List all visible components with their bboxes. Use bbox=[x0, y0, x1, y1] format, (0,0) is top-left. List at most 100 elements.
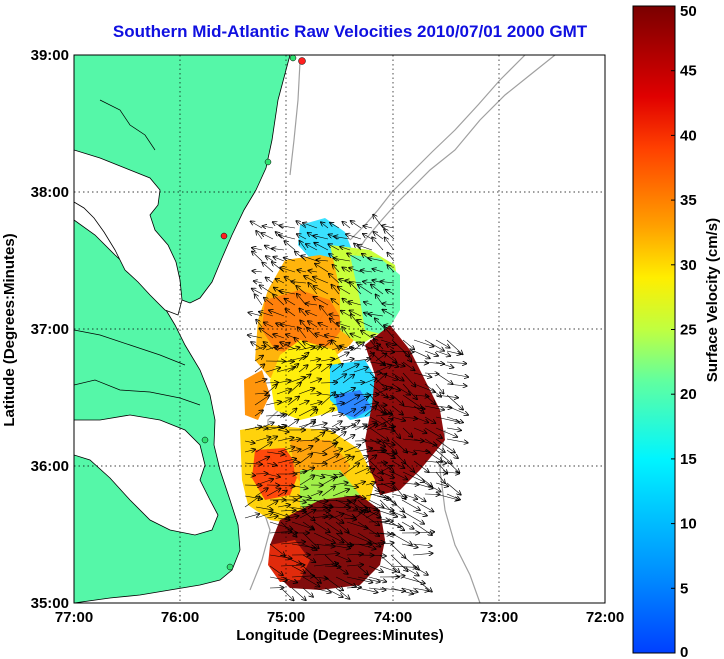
velocity-arrow bbox=[287, 364, 298, 373]
velocity-arrow bbox=[391, 351, 413, 352]
velocity-arrow bbox=[332, 455, 350, 464]
velocity-arrow bbox=[369, 362, 384, 364]
bathymetry-contour bbox=[289, 61, 301, 176]
velocity-arrow bbox=[412, 565, 428, 575]
velocity-arrow bbox=[368, 521, 393, 522]
velocity-arrow bbox=[379, 543, 394, 544]
velocity-arrow bbox=[288, 449, 301, 452]
velocity-arrow bbox=[413, 450, 429, 452]
velocity-arrow bbox=[413, 372, 431, 377]
velocity-arrow bbox=[369, 339, 378, 349]
velocity-arrow bbox=[368, 565, 383, 572]
velocity-arrow bbox=[385, 238, 395, 251]
velocity-arrow bbox=[391, 372, 404, 381]
velocity-arrow bbox=[380, 438, 397, 453]
velocity-arrow bbox=[299, 446, 312, 453]
velocity-arrow bbox=[269, 565, 283, 575]
velocity-arrow bbox=[255, 488, 268, 497]
velocity-arrow bbox=[266, 474, 280, 477]
velocity-arrow bbox=[266, 437, 277, 442]
velocity-arrow bbox=[264, 323, 274, 328]
velocity-arrow bbox=[291, 565, 305, 573]
map-grid bbox=[74, 55, 605, 603]
velocity-arrow bbox=[276, 380, 291, 383]
velocity-arrow bbox=[369, 405, 387, 414]
velocity-arrow bbox=[291, 282, 307, 283]
colorbar-tick-label: 50 bbox=[680, 3, 697, 20]
velocity-arrow bbox=[309, 347, 320, 350]
velocity-arrow bbox=[244, 514, 259, 519]
velocity-arrow bbox=[413, 362, 428, 363]
velocity-arrow bbox=[317, 260, 329, 261]
velocity-arrow bbox=[412, 553, 433, 555]
velocity-arrow bbox=[354, 482, 365, 485]
velocity-arrow bbox=[380, 383, 400, 391]
velocity-arrow bbox=[342, 327, 351, 339]
velocity-arrow bbox=[298, 353, 308, 362]
velocity-arrow bbox=[269, 521, 292, 529]
velocity-arrow bbox=[255, 479, 273, 486]
velocity-arrow bbox=[266, 501, 277, 508]
velocity-arrow bbox=[412, 544, 432, 546]
velocity-arrow bbox=[254, 281, 263, 283]
colorbar-tick-label: 45 bbox=[680, 63, 697, 80]
velocity-arrow bbox=[369, 383, 388, 398]
velocity-arrow bbox=[343, 457, 354, 464]
velocity-arrow bbox=[342, 388, 355, 395]
velocity-arrow bbox=[259, 312, 274, 317]
velocity-arrow bbox=[424, 472, 447, 473]
velocity-arrow bbox=[353, 407, 365, 417]
velocity-arrow bbox=[324, 532, 344, 543]
velocity-arrow bbox=[402, 372, 415, 387]
y-axis-title: Latitude (Degrees:Minutes) bbox=[1, 233, 18, 426]
velocity-arrow bbox=[357, 543, 376, 549]
velocity-arrow bbox=[369, 460, 383, 474]
velocity-arrow bbox=[320, 382, 337, 383]
radar-station-marker bbox=[264, 158, 272, 166]
velocity-arrow bbox=[346, 576, 372, 582]
velocity-arrow bbox=[288, 496, 301, 497]
velocity-arrow bbox=[313, 521, 330, 532]
velocity-arrow bbox=[280, 576, 297, 583]
velocity-arrow bbox=[280, 268, 296, 273]
velocity-arrow bbox=[424, 427, 442, 438]
velocity-arrow bbox=[365, 455, 376, 464]
velocity-arrow bbox=[255, 513, 273, 519]
velocity-arrow bbox=[402, 405, 425, 409]
velocity-arrow bbox=[435, 427, 457, 437]
velocity-arrow bbox=[321, 486, 335, 497]
velocity-arrow bbox=[402, 339, 414, 349]
velocity-arrow bbox=[401, 521, 414, 529]
velocity-arrow bbox=[244, 485, 261, 486]
velocity-arrow bbox=[402, 427, 412, 437]
velocity-arrow bbox=[277, 459, 296, 464]
velocity-arrow bbox=[331, 421, 342, 428]
velocity-arrow bbox=[315, 264, 329, 273]
velocity-arrow bbox=[363, 282, 373, 284]
velocity-arrow bbox=[335, 565, 348, 574]
velocity-arrow bbox=[368, 510, 381, 517]
velocity-arrow bbox=[265, 385, 277, 395]
velocity-arrow bbox=[391, 339, 409, 356]
velocity-arrow bbox=[335, 499, 357, 509]
velocity-arrow bbox=[309, 379, 321, 384]
velocity-arrow bbox=[265, 415, 284, 416]
velocity-arrow bbox=[254, 395, 269, 406]
velocity-arrow bbox=[353, 382, 364, 383]
velocity-arrow bbox=[402, 417, 417, 419]
velocity-arrow bbox=[375, 387, 392, 395]
velocity-arrow bbox=[435, 339, 450, 348]
velocity-arrow bbox=[382, 304, 395, 305]
velocity-arrow bbox=[364, 394, 379, 395]
velocity-arrow bbox=[361, 270, 373, 272]
velocity-arrow bbox=[299, 420, 315, 431]
velocity-arrow bbox=[391, 405, 403, 415]
velocity-arrow bbox=[294, 338, 307, 350]
velocity-arrow bbox=[332, 299, 340, 306]
velocity-arrow bbox=[285, 299, 296, 306]
velocity-arrow bbox=[365, 424, 377, 431]
velocity-arrow bbox=[299, 496, 311, 498]
velocity-arrow bbox=[380, 394, 393, 398]
velocity-arrow bbox=[375, 365, 391, 373]
velocity-arrow bbox=[276, 343, 290, 351]
